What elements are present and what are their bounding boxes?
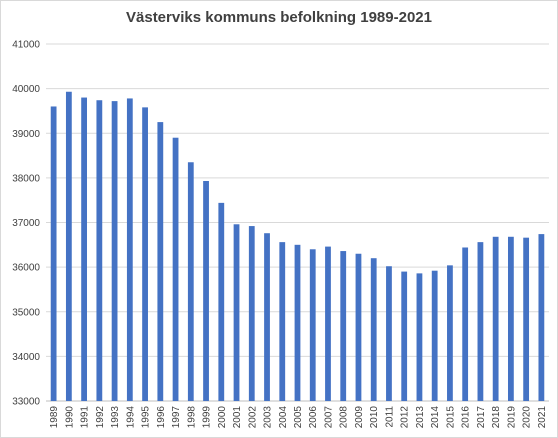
- x-tick-label: 1992: [95, 406, 106, 429]
- x-tick-label: 1996: [156, 406, 167, 429]
- x-tick-label: 2008: [339, 406, 350, 429]
- y-tick-label: 39000: [12, 129, 40, 140]
- x-tick-label: 2005: [293, 406, 304, 429]
- x-tick-label: 2003: [263, 406, 274, 429]
- bar-2021: [538, 234, 545, 401]
- bar-2005: [294, 244, 301, 401]
- x-tick-label: 2001: [232, 406, 243, 429]
- x-tick-label: 2012: [400, 406, 411, 429]
- y-tick-label: 38000: [12, 173, 40, 184]
- bar-2009: [355, 253, 362, 401]
- x-tick-label: 1991: [80, 406, 91, 429]
- bar-2020: [523, 237, 530, 401]
- x-tick-label: 2009: [354, 406, 365, 429]
- bar-2017: [477, 242, 484, 401]
- bar-1997: [172, 137, 179, 401]
- bar-2010: [370, 258, 377, 401]
- x-tick-label: 2015: [445, 406, 456, 429]
- x-tick-label: 2011: [384, 406, 395, 428]
- x-tick-label: 2021: [537, 406, 548, 429]
- y-tick-label: 35000: [12, 307, 40, 318]
- bar-2003: [264, 233, 270, 401]
- bar-2012: [401, 271, 408, 401]
- x-tick-label: 1990: [64, 406, 75, 429]
- bar-2015: [447, 265, 453, 401]
- bar-2008: [340, 251, 347, 401]
- y-tick-label: 34000: [12, 352, 40, 363]
- x-tick-label: 2013: [415, 406, 426, 429]
- x-tick-label: 2006: [308, 406, 319, 429]
- chart-title: Västerviks kommuns befolkning 1989-2021: [126, 9, 432, 26]
- x-tick-label: 2014: [430, 406, 441, 429]
- bar-2018: [492, 236, 499, 401]
- x-tick-label: 1997: [171, 406, 182, 429]
- x-tick-label: 2019: [506, 406, 517, 429]
- x-tick-label: 1994: [125, 406, 136, 429]
- x-tick-label: 2007: [323, 406, 334, 429]
- bar-1999: [203, 180, 209, 401]
- bar-1994: [126, 98, 133, 401]
- bar-2019: [507, 236, 514, 401]
- bars: [50, 91, 545, 402]
- bar-2000: [218, 202, 225, 401]
- bar-2006: [309, 249, 316, 401]
- x-tick-label: 2002: [247, 406, 258, 429]
- y-tick-label: 41000: [12, 40, 40, 51]
- bar-2011: [386, 266, 392, 401]
- bar-1989: [50, 106, 57, 401]
- x-tick-label: 2010: [369, 406, 380, 429]
- bar-2002: [248, 226, 255, 401]
- x-tick-label: 2020: [522, 406, 533, 429]
- x-tick-label: 2016: [461, 406, 472, 429]
- bar-2013: [416, 273, 423, 401]
- bar-1991: [81, 97, 88, 402]
- x-tick-label: 2000: [217, 406, 228, 429]
- bar-1990: [65, 91, 72, 401]
- bar-1993: [111, 101, 118, 402]
- x-tick-label: 1995: [141, 406, 152, 429]
- bar-1998: [187, 162, 194, 401]
- y-tick-label: 36000: [12, 263, 40, 274]
- x-tick-label: 2017: [476, 406, 487, 429]
- x-tick-label: 1999: [202, 406, 213, 429]
- x-tick-label: 1998: [186, 406, 197, 429]
- y-tick-label: 33000: [12, 397, 40, 408]
- bar-2014: [431, 270, 438, 401]
- bar-1996: [157, 122, 164, 401]
- x-tick-label: 2018: [491, 406, 502, 429]
- bar-2016: [462, 247, 469, 401]
- x-tick-label: 1989: [49, 406, 60, 429]
- x-axis-tick-labels: 1989 1990 1991 1992 1993 1994 1995 1996 1997 1998…: [49, 406, 548, 429]
- bar-2004: [279, 242, 286, 401]
- x-tick-label: 1993: [110, 406, 121, 429]
- bar-1995: [142, 107, 148, 402]
- bar-2007: [325, 246, 331, 401]
- y-axis-tick-labels: 33000 34000 35000 36000 37000 38000 39000 40000…: [12, 40, 40, 408]
- bar-2001: [233, 224, 240, 401]
- x-tick-label: 2004: [278, 406, 289, 429]
- y-tick-label: 40000: [12, 84, 40, 95]
- bar-1992: [96, 100, 103, 401]
- y-tick-label: 37000: [12, 218, 40, 229]
